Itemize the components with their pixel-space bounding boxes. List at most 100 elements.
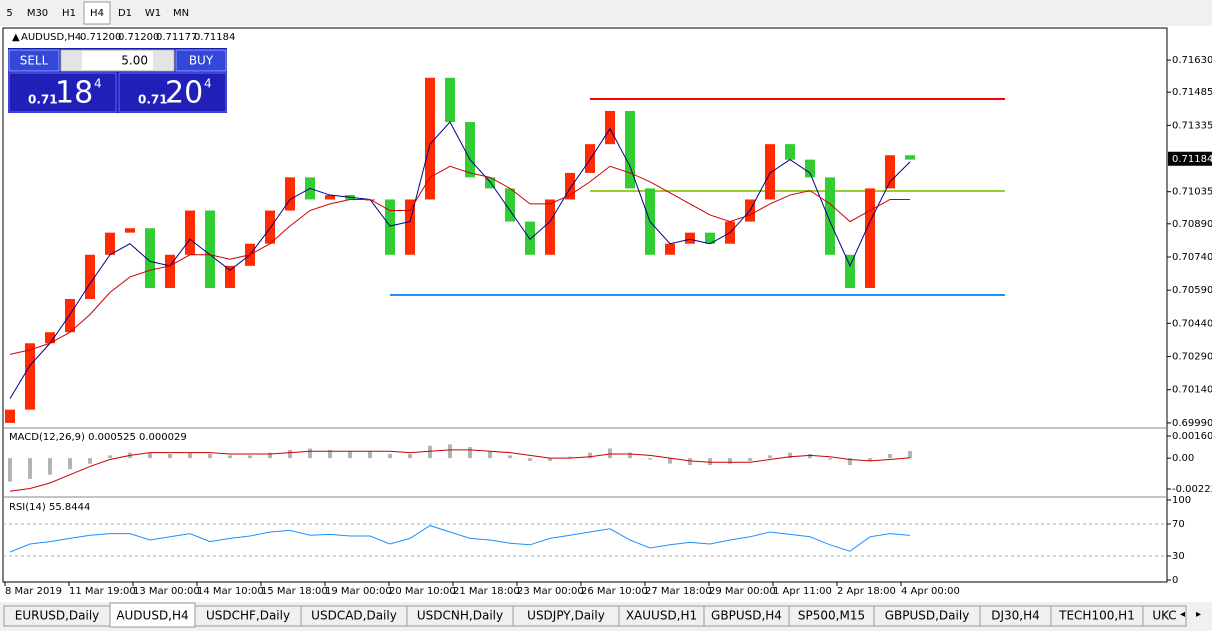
sell-button[interactable]: [8, 49, 60, 72]
tab-label[interactable]: USDCNH,Daily: [417, 609, 503, 623]
tab-label[interactable]: SP500,M15: [798, 609, 865, 623]
buy-button[interactable]: [175, 49, 227, 72]
buy-label[interactable]: BUY: [189, 54, 214, 68]
tab-label[interactable]: TECH100,H1: [1058, 609, 1135, 623]
timeframe-button[interactable]: [83, 1, 111, 25]
current-price-label: 0.71184: [1172, 154, 1212, 165]
macd-bar: [628, 452, 632, 459]
macd-bar: [368, 451, 372, 459]
macd-bar: [468, 447, 472, 459]
timeframe-label[interactable]: H4: [90, 8, 104, 19]
tab[interactable]: GBPUSD,H4: [703, 605, 790, 627]
tab[interactable]: USDCAD,Daily: [300, 605, 408, 627]
tab[interactable]: GBPUSD,Daily: [873, 605, 981, 627]
tab[interactable]: USDCHF,Daily: [194, 605, 302, 627]
macd-bar: [348, 451, 352, 459]
timeframe-label[interactable]: D1: [118, 8, 132, 19]
y-tick-label: 0.70890: [1172, 219, 1212, 230]
macd-bar: [248, 455, 252, 459]
tab-label[interactable]: USDCHF,Daily: [206, 609, 290, 623]
x-tick-label: 15 Mar 18:00: [261, 586, 328, 597]
timeframe-label[interactable]: W1: [145, 8, 161, 19]
volume-box[interactable]: [60, 49, 175, 72]
moving-average: [9, 165, 910, 355]
candle: [825, 177, 835, 255]
macd-bar: [268, 452, 272, 459]
tab-label[interactable]: EURUSD,Daily: [15, 609, 100, 623]
x-tick-label: 1 Apr 11:00: [773, 586, 832, 597]
tab-label[interactable]: USDCAD,Daily: [311, 609, 397, 623]
y-tick-label: 70: [1172, 519, 1185, 530]
macd-bar: [108, 455, 112, 459]
macd-bar: [88, 458, 92, 464]
x-tick-label: 19 Mar 00:00: [325, 586, 392, 597]
candle: [625, 110, 635, 189]
tab-label[interactable]: XAUUSD,H1: [626, 609, 697, 623]
timeframe-button[interactable]: [168, 2, 194, 24]
macd-bar: [588, 452, 592, 459]
candle: [85, 254, 95, 300]
sell-label[interactable]: SELL: [20, 54, 49, 68]
tab[interactable]: SP500,M15: [788, 605, 875, 627]
ask-pips: 20: [165, 76, 203, 111]
timeframe-button[interactable]: [21, 2, 54, 24]
tab-label[interactable]: GBPUSD,Daily: [885, 609, 970, 623]
tab-label[interactable]: GBPUSD,H4: [711, 609, 782, 623]
candle: [805, 159, 815, 178]
macd-bar: [448, 444, 452, 459]
tab[interactable]: XAUUSD,H1: [618, 605, 705, 627]
volume-up[interactable]: [153, 51, 173, 70]
y-tick-label: 30: [1172, 551, 1185, 562]
tab-label[interactable]: DJ30,H4: [991, 609, 1040, 623]
tab-label[interactable]: UKC: [1152, 609, 1176, 623]
macd-bar: [568, 456, 572, 459]
macd-bar: [908, 450, 912, 459]
timeframe-button[interactable]: [0, 2, 19, 24]
macd-bar: [608, 448, 612, 459]
y-tick-label: 0.71630: [1172, 55, 1212, 66]
macd-bar: [788, 452, 792, 459]
collapse-arrow: ▲: [12, 32, 20, 43]
x-tick-label: 13 Mar 00:00: [133, 586, 200, 597]
tab-bg[interactable]: [1142, 605, 1187, 627]
candle: [545, 199, 555, 255]
x-tick-label: 26 Mar 10:00: [581, 586, 648, 597]
timeframe-label[interactable]: H1: [62, 8, 76, 19]
candle: [445, 77, 455, 123]
candle: [205, 210, 215, 288]
quote: 0.71177: [156, 32, 197, 43]
tab-scroll[interactable]: ▸: [1196, 609, 1201, 620]
tab-label[interactable]: AUDUSD,H4: [116, 609, 188, 623]
tab-scroll[interactable]: ◂: [1180, 609, 1185, 620]
ask-box[interactable]: [118, 72, 227, 113]
candle: [185, 210, 195, 255]
tab[interactable]: USDJPY,Daily: [512, 605, 620, 627]
tab[interactable]: EURUSD,Daily: [3, 605, 111, 627]
tab[interactable]: USDCNH,Daily: [406, 605, 514, 627]
tab-label[interactable]: USDJPY,Daily: [527, 609, 605, 623]
timeframe-label[interactable]: MN: [173, 8, 189, 19]
candle: [485, 177, 495, 189]
macd-bar: [808, 454, 812, 459]
timeframe-button[interactable]: [112, 2, 138, 24]
volume[interactable]: 5.00: [121, 54, 148, 68]
tab[interactable]: DJ30,H4: [979, 605, 1052, 627]
y-tick-label: 0.001605: [1172, 431, 1212, 442]
candle: [705, 232, 715, 244]
x-tick-label: 20 Mar 10:00: [389, 586, 456, 597]
ask-frac: 4: [204, 77, 212, 91]
timeframe-button[interactable]: [140, 2, 166, 24]
tab-bg[interactable]: [109, 602, 196, 628]
volume-down[interactable]: [62, 51, 82, 70]
macd-bar: [188, 452, 192, 459]
timeframe-label[interactable]: M30: [27, 8, 48, 19]
macd-bar: [748, 458, 752, 461]
timeframe-label[interactable]: 5: [6, 8, 12, 19]
tab[interactable]: AUDUSD,H4: [109, 602, 196, 628]
tab[interactable]: UKC: [1142, 605, 1187, 627]
timeframe-button[interactable]: [56, 2, 82, 24]
tab[interactable]: TECH100,H1: [1050, 605, 1144, 627]
bid-box[interactable]: [8, 72, 117, 113]
candle: [165, 254, 175, 288]
